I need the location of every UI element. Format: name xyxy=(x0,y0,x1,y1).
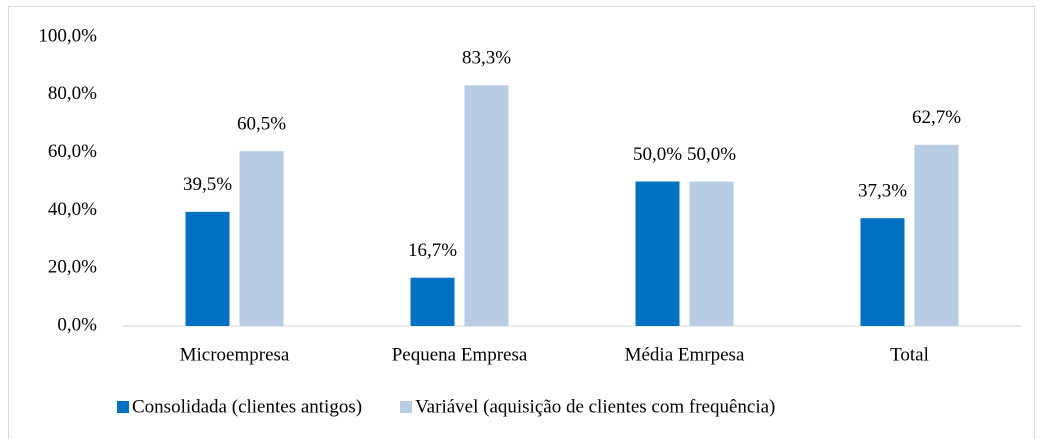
data-label: 50,0% xyxy=(633,144,682,165)
x-tick-label: Microempresa xyxy=(180,344,290,365)
x-tick-label: Pequena Empresa xyxy=(392,344,528,365)
legend-label: Variável (aquisição de clientes com freq… xyxy=(415,396,775,417)
y-tick-label: 60,0% xyxy=(48,141,97,162)
data-label: 50,0% xyxy=(687,144,736,165)
y-tick-label: 0,0% xyxy=(57,314,97,335)
bar xyxy=(185,211,230,326)
bar xyxy=(689,181,734,326)
bar xyxy=(239,151,284,326)
y-tick-label: 40,0% xyxy=(48,199,97,220)
bar xyxy=(635,181,680,326)
x-tick-label: Total xyxy=(890,344,929,365)
legend-swatch xyxy=(117,401,129,413)
bar xyxy=(464,85,509,326)
bar xyxy=(410,277,455,326)
data-label: 62,7% xyxy=(912,107,961,128)
data-label: 83,3% xyxy=(462,48,511,69)
legend-label: Consolidada (clientes antigos) xyxy=(132,396,362,417)
y-tick-label: 20,0% xyxy=(48,257,97,278)
y-tick-label: 100,0% xyxy=(38,25,97,46)
bar xyxy=(914,144,959,326)
x-tick-label: Média Emrpesa xyxy=(625,344,745,365)
legend-swatch xyxy=(400,401,413,413)
bar xyxy=(860,218,905,326)
y-tick-label: 80,0% xyxy=(48,83,97,104)
data-label: 16,7% xyxy=(408,240,457,261)
data-label: 60,5% xyxy=(237,114,286,135)
data-label: 39,5% xyxy=(183,174,232,195)
data-label: 37,3% xyxy=(858,181,907,202)
